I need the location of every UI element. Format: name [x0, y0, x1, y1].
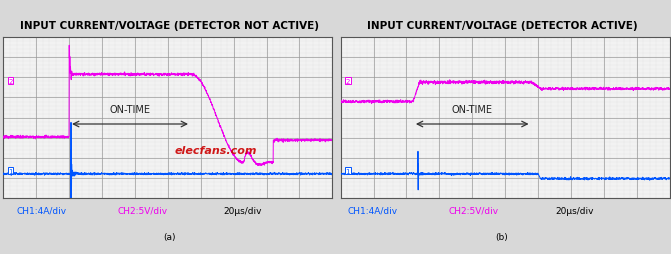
Text: (a): (a) [164, 232, 176, 241]
Text: 1: 1 [346, 168, 350, 174]
Text: 2: 2 [346, 78, 350, 84]
Text: INPUT CURRENT/VOLTAGE (DETECTOR NOT ACTIVE): INPUT CURRENT/VOLTAGE (DETECTOR NOT ACTI… [20, 21, 319, 30]
Text: 20μs/div: 20μs/div [223, 206, 262, 215]
Text: INPUT CURRENT/VOLTAGE (DETECTOR ACTIVE): INPUT CURRENT/VOLTAGE (DETECTOR ACTIVE) [366, 21, 637, 30]
Text: CH2:5V/div: CH2:5V/div [448, 206, 499, 215]
Text: 2: 2 [8, 78, 13, 84]
Text: 1: 1 [8, 168, 13, 174]
Text: CH1:4A/div: CH1:4A/div [17, 206, 67, 215]
Text: (b): (b) [495, 232, 509, 241]
Text: ON-TIME: ON-TIME [109, 105, 150, 115]
Text: ON-TIME: ON-TIME [452, 105, 493, 115]
Text: 20μs/div: 20μs/div [556, 206, 594, 215]
Text: CH1:4A/div: CH1:4A/div [348, 206, 398, 215]
Text: elecfans.com: elecfans.com [174, 145, 257, 155]
Text: CH2:5V/div: CH2:5V/div [117, 206, 168, 215]
